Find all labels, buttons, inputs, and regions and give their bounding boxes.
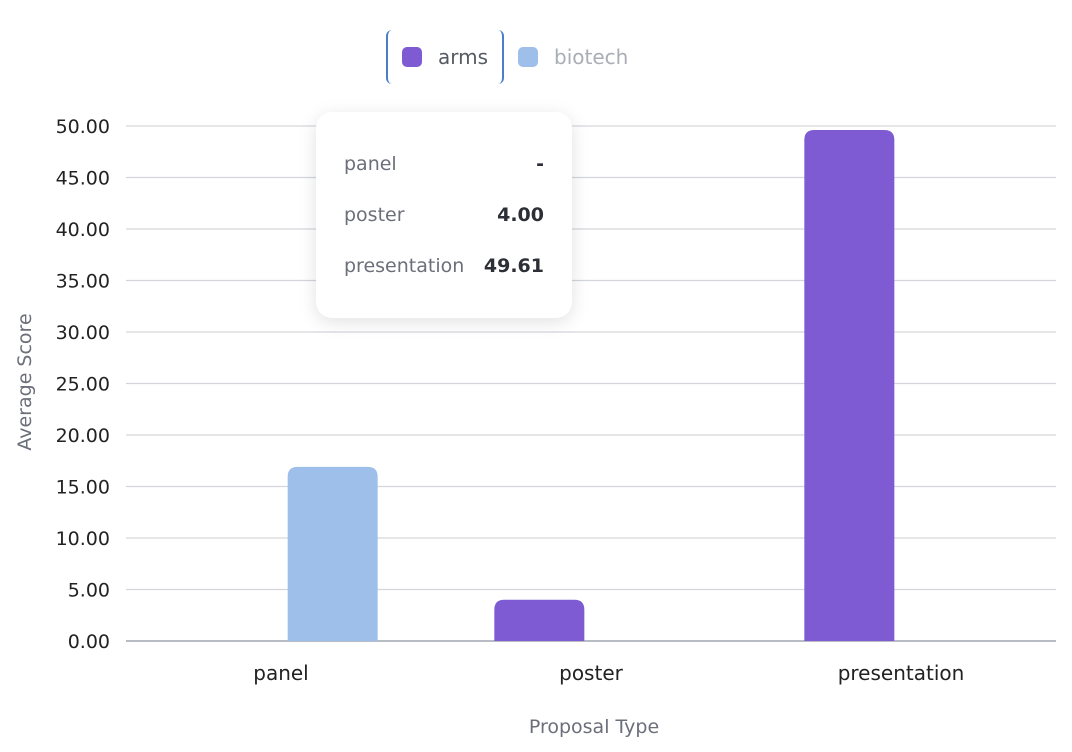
y-tick-label: 5.00 bbox=[68, 580, 110, 602]
x-tick-label: poster bbox=[559, 661, 623, 685]
bar-arms-poster[interactable] bbox=[494, 599, 585, 641]
x-axis-title: Proposal Type bbox=[529, 716, 659, 738]
tooltip-value: 4.00 bbox=[497, 203, 544, 226]
gridlines bbox=[126, 125, 1056, 642]
y-tick-label: 25.00 bbox=[56, 374, 110, 396]
y-tick-label: 50.00 bbox=[56, 116, 110, 138]
bar-arms-presentation[interactable] bbox=[804, 130, 895, 641]
legend-swatch-arms bbox=[402, 47, 422, 67]
y-tick-label: 40.00 bbox=[56, 219, 110, 241]
legend-swatch-biotech bbox=[518, 47, 539, 67]
y-tick-label: 30.00 bbox=[56, 322, 110, 344]
y-tick-label: 10.00 bbox=[56, 528, 110, 550]
legend-label-arms: arms bbox=[438, 45, 489, 69]
legend: arms biotech bbox=[386, 30, 642, 84]
y-tick-label: 15.00 bbox=[56, 477, 110, 499]
legend-item-biotech[interactable]: biotech bbox=[504, 30, 642, 84]
y-tick-label: 35.00 bbox=[56, 271, 110, 293]
chart-tooltip: panel - poster 4.00 presentation 49.61 bbox=[316, 112, 572, 318]
tooltip-row-panel: panel - bbox=[344, 138, 544, 189]
bars bbox=[287, 130, 895, 641]
tooltip-key: presentation bbox=[344, 254, 465, 277]
tooltip-row-presentation: presentation 49.61 bbox=[344, 240, 544, 291]
y-axis-ticks: 0.00 5.00 10.00 15.00 20.00 25.00 30.00 35.00 40… bbox=[56, 116, 110, 653]
x-tick-label: panel bbox=[253, 661, 309, 685]
bar-biotech-panel[interactable] bbox=[287, 466, 378, 641]
legend-label-biotech: biotech bbox=[554, 45, 629, 69]
tooltip-row-poster: poster 4.00 bbox=[344, 189, 544, 240]
tooltip-key: panel bbox=[344, 152, 397, 175]
x-tick-label: presentation bbox=[838, 661, 965, 685]
y-tick-label: 45.00 bbox=[56, 168, 110, 190]
tooltip-value: 49.61 bbox=[483, 254, 544, 277]
legend-item-arms[interactable]: arms bbox=[386, 30, 505, 84]
y-tick-label: 20.00 bbox=[56, 425, 110, 447]
x-axis-ticks: panel poster presentation bbox=[253, 661, 964, 685]
y-tick-label: 0.00 bbox=[68, 631, 110, 653]
y-axis-title: Average Score bbox=[14, 313, 36, 450]
tooltip-value: - bbox=[536, 152, 544, 175]
tooltip-key: poster bbox=[344, 203, 405, 226]
